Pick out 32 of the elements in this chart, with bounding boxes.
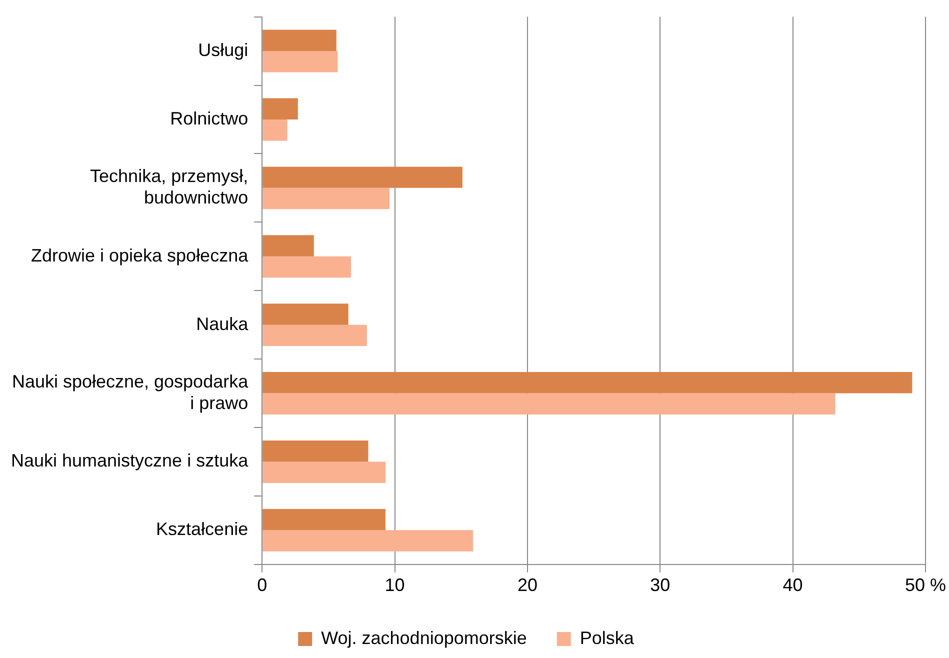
bar xyxy=(262,440,368,462)
bar xyxy=(262,235,314,256)
bar xyxy=(262,462,386,483)
bar xyxy=(262,51,338,72)
bar xyxy=(262,166,462,188)
bar xyxy=(262,98,298,120)
bar xyxy=(262,530,474,552)
bar xyxy=(262,393,836,414)
bar xyxy=(262,119,288,141)
y-tick-label: Nauka xyxy=(196,314,250,334)
y-tick-label: Nauki społeczne, gospodarka i prawo xyxy=(12,371,250,414)
y-tick-label: Zdrowie i opieka społeczna xyxy=(30,245,250,266)
y-tick-label: Nauki humanistyczne i sztuka xyxy=(10,450,250,471)
bar xyxy=(262,188,390,210)
y-tick-label: Technika, przemysł, budownictwo xyxy=(90,166,248,208)
legend-label: Woj. zachodniopomorskie xyxy=(321,628,527,648)
x-tick-label: 10 xyxy=(384,575,405,596)
y-tick-label: Usługi xyxy=(198,40,248,60)
y-tick-label: Kształcenie xyxy=(156,519,248,540)
legend-label: Polska xyxy=(580,628,635,648)
bar xyxy=(262,324,367,346)
x-tick-label: 0 xyxy=(257,575,268,596)
bar xyxy=(262,30,336,52)
x-tick-label: 30 xyxy=(650,575,670,596)
y-tick-label: Rolnictwo xyxy=(170,108,248,128)
x-tick-label: 40 xyxy=(782,575,803,596)
bar xyxy=(262,508,386,530)
x-tick-label: 50 % xyxy=(904,575,946,596)
bar xyxy=(262,256,351,278)
bar xyxy=(262,304,348,325)
bar xyxy=(262,372,912,394)
x-tick-label: 20 xyxy=(517,575,538,596)
